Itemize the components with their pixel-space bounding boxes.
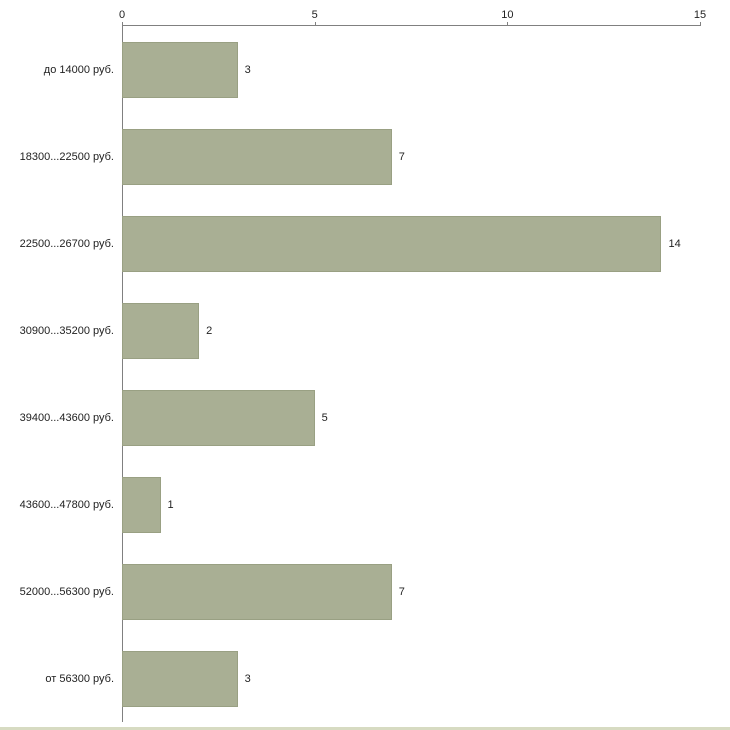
bar-zone: 1 (122, 476, 700, 533)
bar-row: 30900...35200 руб. 2 (0, 287, 730, 374)
bar-value-label: 1 (167, 498, 174, 511)
bar-value-label: 3 (244, 672, 251, 685)
bar (122, 476, 161, 533)
bar-zone: 3 (122, 650, 700, 707)
bar-row: 52000...56300 руб. 7 (0, 548, 730, 635)
bar (122, 389, 315, 446)
bar-row: 22500...26700 руб. 14 (0, 200, 730, 287)
bar-zone: 3 (122, 41, 700, 98)
category-label: 22500...26700 руб. (19, 237, 114, 250)
x-tick-label: 0 (118, 9, 126, 21)
y-axis-line (122, 25, 123, 722)
bar-zone: 7 (122, 128, 700, 185)
bar-row: 18300...22500 руб. 7 (0, 113, 730, 200)
bar-value-label: 5 (321, 411, 328, 424)
x-tick-label: 15 (693, 9, 707, 21)
category-label: 30900...35200 руб. (19, 324, 114, 337)
category-label: 43600...47800 руб. (19, 498, 114, 511)
bar-zone: 14 (122, 215, 700, 272)
bar-row: 43600...47800 руб. 1 (0, 461, 730, 548)
x-tick-label: 5 (311, 9, 318, 21)
category-label: от 56300 руб. (45, 672, 114, 685)
bar-row: от 56300 руб. 3 (0, 635, 730, 722)
x-axis-line (122, 25, 700, 26)
bar-row: до 14000 руб. 3 (0, 26, 730, 113)
bar-value-label: 3 (244, 63, 251, 76)
bar-zone: 5 (122, 389, 700, 446)
bar-zone: 7 (122, 563, 700, 620)
x-tick-mark (122, 22, 123, 26)
bar-rows: до 14000 руб. 3 18300...22500 руб. 7 22500..… (0, 26, 730, 722)
footer-strip (0, 727, 730, 730)
bar (122, 128, 392, 185)
bar (122, 563, 392, 620)
category-label: 18300...22500 руб. (19, 150, 114, 163)
x-axis: 0 5 10 15 (0, 0, 730, 26)
bar (122, 215, 662, 272)
bar-value-label: 7 (398, 585, 405, 598)
category-label: 52000...56300 руб. (19, 585, 114, 598)
bar (122, 41, 238, 98)
bar (122, 650, 238, 707)
bar-value-label: 2 (206, 324, 213, 337)
x-tick-mark (507, 22, 509, 26)
category-label: 39400...43600 руб. (19, 411, 114, 424)
category-label: до 14000 руб. (43, 63, 114, 76)
bar-value-label: 7 (398, 150, 405, 163)
x-tick-mark (314, 22, 316, 26)
x-tick-mark (700, 22, 701, 26)
bar-zone: 2 (122, 302, 700, 359)
x-tick-label: 10 (501, 9, 514, 21)
bar-row: 39400...43600 руб. 5 (0, 374, 730, 461)
bar (122, 302, 200, 359)
bar-value-label: 14 (668, 237, 681, 250)
